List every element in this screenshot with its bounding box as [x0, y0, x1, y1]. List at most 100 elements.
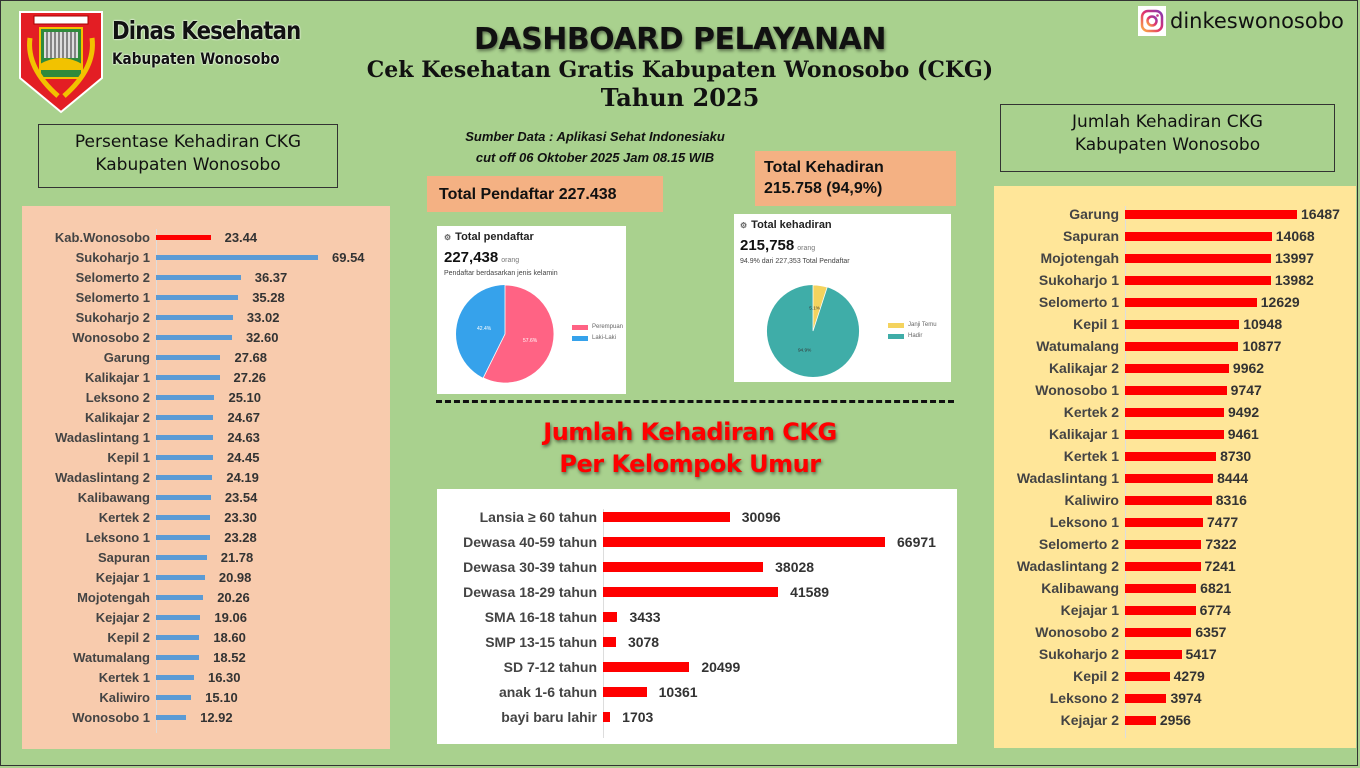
bar: [1125, 693, 1167, 703]
pendaftar-unit: orang: [501, 257, 520, 264]
bar-row: Wadaslintang 2 7241: [994, 556, 1236, 576]
chart-axis: [603, 509, 604, 738]
bar-value: 7477: [1207, 514, 1239, 530]
bar: [603, 662, 690, 672]
bar: [1125, 561, 1201, 571]
bar: [1125, 385, 1227, 395]
bar-row: Dewasa 40-59 tahun 66971: [437, 532, 936, 552]
bar-value: 7241: [1204, 558, 1236, 574]
bar-value: 14068: [1275, 228, 1315, 244]
bar: [1125, 341, 1239, 351]
bar-row: Kalibawang 23.54: [22, 487, 258, 507]
bar-label: Sapuran: [97, 549, 150, 565]
pie-label-perempuan: 57.6%: [523, 338, 538, 344]
bar-value: 16487: [1301, 206, 1340, 222]
pie-label-hadir: 94.9%: [798, 348, 811, 353]
bar-label: Wonosobo 2: [1035, 624, 1119, 640]
bar-label: Kalikajar 2: [1048, 360, 1119, 376]
bar: [1125, 495, 1212, 505]
bar-row: Kalikajar 2 9962: [994, 358, 1264, 378]
kehadiran-card: ⚙ Total kehadiran 215,758 orang 94.9% dari…: [734, 214, 951, 382]
bar: [603, 587, 779, 597]
bar-value: 13982: [1274, 272, 1314, 288]
bar: [156, 374, 220, 380]
bar: [1125, 407, 1225, 417]
bar-label: Garung: [1069, 206, 1119, 222]
bar-value: 8316: [1215, 492, 1247, 508]
bar: [156, 634, 200, 640]
bar-label: Kertek 2: [98, 509, 150, 525]
bar-value: 1703: [622, 709, 654, 725]
bar: [156, 234, 211, 240]
age-chart-title: Jumlah Kehadiran CKG Per Kelompok Umur: [470, 416, 910, 480]
bar-value: 9747: [1230, 382, 1262, 398]
bar-row: Wonosobo 1 9747: [994, 380, 1262, 400]
bar-value: 35.28: [252, 289, 285, 305]
bar-label: Selomerto 2: [75, 269, 150, 285]
bar: [1125, 605, 1196, 615]
bar-row: Kertek 1 8730: [994, 446, 1251, 466]
org-line1: Dinas Kesehatan: [112, 16, 301, 45]
bar-label: Kepil 2: [1073, 668, 1119, 684]
bar-label: Leksono 2: [85, 389, 150, 405]
bar-row: Kalibawang 6821: [994, 578, 1231, 598]
bar-label: Wadaslintang 2: [55, 469, 150, 485]
bar-label: Kalikajar 1: [84, 369, 150, 385]
bar-row: Garung 27.68: [22, 347, 267, 367]
bar-label: Kaliwiro: [99, 689, 150, 705]
source-line1: Sumber Data : Aplikasi Sehat Indonesiaku: [465, 129, 725, 144]
bar-value: 18.52: [213, 649, 246, 665]
bar-row: Wonosobo 2 6357: [994, 622, 1226, 642]
bar-value: 19.06: [214, 609, 247, 625]
bar: [1125, 671, 1170, 681]
bar-row: Wadaslintang 2 24.19: [22, 467, 259, 487]
bar-label: Wonosobo 1: [1035, 382, 1119, 398]
legend-label: Perempuan: [592, 324, 624, 330]
total-pendaftar-badge: Total Pendaftar 227.438: [427, 176, 663, 212]
bar-value: 3433: [629, 609, 661, 625]
bar-value: 16.30: [207, 669, 241, 685]
bar-value: 20499: [701, 659, 741, 675]
bar-row: Selomerto 1 12629: [994, 292, 1300, 312]
bar: [156, 574, 205, 580]
bar-value: 25.10: [228, 389, 262, 405]
bar: [603, 562, 764, 572]
bar: [1125, 649, 1182, 659]
bar-value: 15.10: [205, 689, 238, 705]
bar: [1125, 429, 1224, 439]
bar-value: 12.92: [200, 709, 233, 725]
bar-row: Kepil 2 18.60: [22, 627, 246, 647]
bar-row: Mojotengah 13997: [994, 248, 1314, 268]
bar: [1125, 627, 1192, 637]
bar-label: SMA 16-18 tahun: [484, 609, 597, 625]
bar-label: Kepil 2: [107, 629, 150, 645]
kehadiran-badge-line1: Total Kehadiran: [764, 159, 884, 176]
page-title-block: DASHBOARD PELAYANAN Cek Kesehatan Gratis…: [330, 22, 1030, 112]
bar-row: Kejajar 1 6774: [994, 600, 1231, 620]
bar-row: Kaliwiro 15.10: [22, 687, 238, 707]
bar-value: 23.28: [224, 529, 257, 545]
bar-row: Kejajar 2 19.06: [22, 607, 247, 627]
bar: [1125, 231, 1272, 241]
bar: [1125, 253, 1272, 263]
bar-value: 24.67: [227, 409, 261, 425]
bar-row: Leksono 2 25.10: [22, 387, 261, 407]
bar-row: Watumalang 18.52: [22, 647, 246, 667]
bar-value: 32.60: [245, 329, 279, 345]
bar-label: Selomerto 1: [1038, 294, 1119, 310]
bar: [156, 494, 211, 500]
instagram-handle[interactable]: dinkeswonosobo: [1138, 6, 1344, 36]
bar: [1125, 583, 1197, 593]
attendance-pie-chart: 5.1% 94.9%: [766, 284, 860, 383]
page-subtitle: Cek Kesehatan Gratis Kabupaten Wonosobo …: [366, 57, 994, 83]
left-title-line1: Persentase Kehadiran CKG: [74, 132, 302, 152]
bar-row: Kejajar 2 2956: [994, 710, 1191, 730]
bar-label: Mojotengah: [77, 589, 150, 605]
bar-value: 36.37: [254, 269, 288, 285]
bar-label: Leksono 1: [1049, 514, 1119, 530]
bar: [156, 274, 241, 280]
bar-row: Kejajar 1 20.98: [22, 567, 252, 587]
bar-label: SD 7-12 tahun: [503, 659, 597, 675]
bar: [1125, 473, 1214, 483]
bar-row: Mojotengah 20.26: [22, 587, 250, 607]
